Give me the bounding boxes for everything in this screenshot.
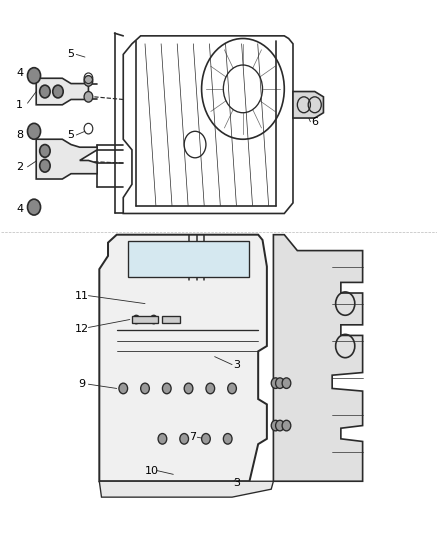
Circle shape (40, 85, 50, 98)
Circle shape (282, 378, 291, 389)
Circle shape (206, 383, 215, 394)
Text: 3: 3 (233, 360, 240, 369)
Text: 4: 4 (16, 69, 23, 78)
Text: 11: 11 (75, 290, 89, 301)
Circle shape (141, 383, 149, 394)
Circle shape (162, 383, 171, 394)
Circle shape (180, 433, 188, 444)
Circle shape (223, 433, 232, 444)
Circle shape (158, 433, 167, 444)
Circle shape (28, 123, 41, 139)
Circle shape (119, 383, 127, 394)
Polygon shape (162, 316, 180, 323)
Text: 5: 5 (67, 130, 74, 140)
Polygon shape (273, 235, 363, 481)
Polygon shape (132, 316, 158, 323)
Polygon shape (36, 139, 97, 179)
Circle shape (40, 159, 50, 172)
Polygon shape (36, 78, 88, 105)
Text: 5: 5 (67, 50, 74, 59)
Circle shape (201, 433, 210, 444)
Circle shape (276, 378, 284, 389)
Text: 10: 10 (145, 466, 159, 475)
Text: 1: 1 (16, 100, 23, 110)
Circle shape (282, 420, 291, 431)
Circle shape (271, 420, 280, 431)
Polygon shape (293, 92, 323, 118)
Text: 9: 9 (78, 379, 85, 389)
Polygon shape (99, 235, 267, 481)
Circle shape (28, 199, 41, 215)
Circle shape (184, 383, 193, 394)
Text: 8: 8 (16, 130, 23, 140)
Text: 3: 3 (233, 478, 240, 488)
Polygon shape (127, 241, 250, 277)
Text: 2: 2 (16, 162, 23, 172)
Text: 6: 6 (311, 117, 318, 127)
Circle shape (53, 85, 63, 98)
Text: 7: 7 (189, 432, 197, 442)
Text: 4: 4 (16, 204, 23, 214)
Circle shape (28, 68, 41, 84)
Circle shape (228, 383, 237, 394)
Circle shape (271, 378, 280, 389)
Circle shape (40, 144, 50, 157)
Circle shape (84, 92, 93, 102)
Circle shape (84, 76, 93, 86)
Polygon shape (99, 481, 273, 497)
Text: 12: 12 (75, 324, 89, 334)
Circle shape (276, 420, 284, 431)
